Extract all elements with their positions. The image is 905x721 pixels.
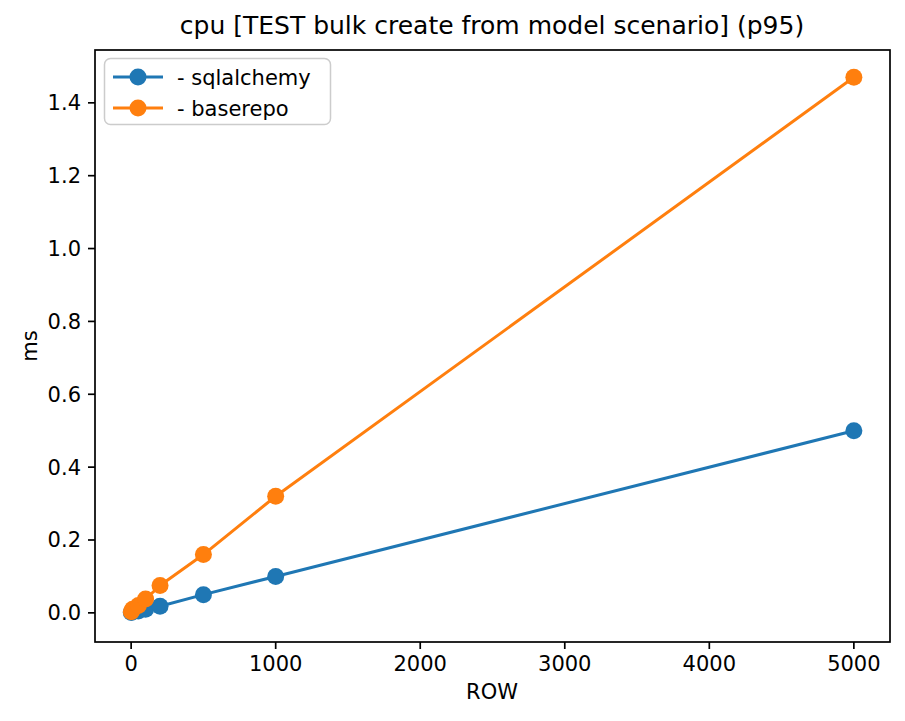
data-point-baserepo bbox=[845, 69, 862, 86]
y-axis-label: ms bbox=[18, 330, 42, 361]
legend: - sqlalchemy - baserepo bbox=[105, 59, 331, 125]
y-tick-label: 0.6 bbox=[48, 383, 81, 407]
legend-label-sqlalchemy: - sqlalchemy bbox=[177, 66, 311, 90]
matplotlib-figure: cpu [TEST bulk create from model scenari… bbox=[0, 0, 905, 721]
legend-marker-baserepo-icon bbox=[130, 100, 147, 117]
y-tick-label: 1.0 bbox=[48, 237, 81, 261]
x-tick-label: 4000 bbox=[683, 652, 736, 676]
legend-marker-sqlalchemy-icon bbox=[130, 69, 147, 86]
data-point-sqlalchemy bbox=[267, 568, 284, 585]
series-line-baserepo bbox=[131, 77, 854, 611]
x-tick-label: 5000 bbox=[827, 652, 880, 676]
y-tick-label: 0.8 bbox=[48, 310, 81, 334]
y-tick-label: 0.4 bbox=[48, 456, 81, 480]
data-point-baserepo bbox=[267, 488, 284, 505]
data-point-baserepo bbox=[137, 591, 154, 608]
y-tick-label: 0.2 bbox=[48, 528, 81, 552]
chart-canvas: cpu [TEST bulk create from model scenari… bbox=[0, 0, 905, 721]
y-tick-label: 1.4 bbox=[48, 91, 81, 115]
data-point-baserepo bbox=[195, 546, 212, 563]
chart-title: cpu [TEST bulk create from model scenari… bbox=[180, 11, 804, 40]
y-tick-label: 1.2 bbox=[48, 164, 81, 188]
y-tick-label: 0.0 bbox=[48, 601, 81, 625]
data-point-sqlalchemy bbox=[152, 598, 169, 615]
legend-label-baserepo: - baserepo bbox=[177, 97, 289, 121]
x-tick-label: 2000 bbox=[394, 652, 447, 676]
data-point-sqlalchemy bbox=[195, 586, 212, 603]
x-axis-label: ROW bbox=[466, 680, 518, 704]
x-tick-label: 1000 bbox=[249, 652, 302, 676]
data-point-sqlalchemy bbox=[845, 422, 862, 439]
x-tick-label: 3000 bbox=[538, 652, 591, 676]
x-tick-label: 0 bbox=[124, 652, 137, 676]
series-line-sqlalchemy bbox=[131, 431, 854, 613]
plot-area: 0 1000 2000 3000 4000 5000 0.0 0.2 0.4 0.6 0.8 1.0 1… bbox=[48, 50, 890, 676]
data-point-baserepo bbox=[152, 577, 169, 594]
